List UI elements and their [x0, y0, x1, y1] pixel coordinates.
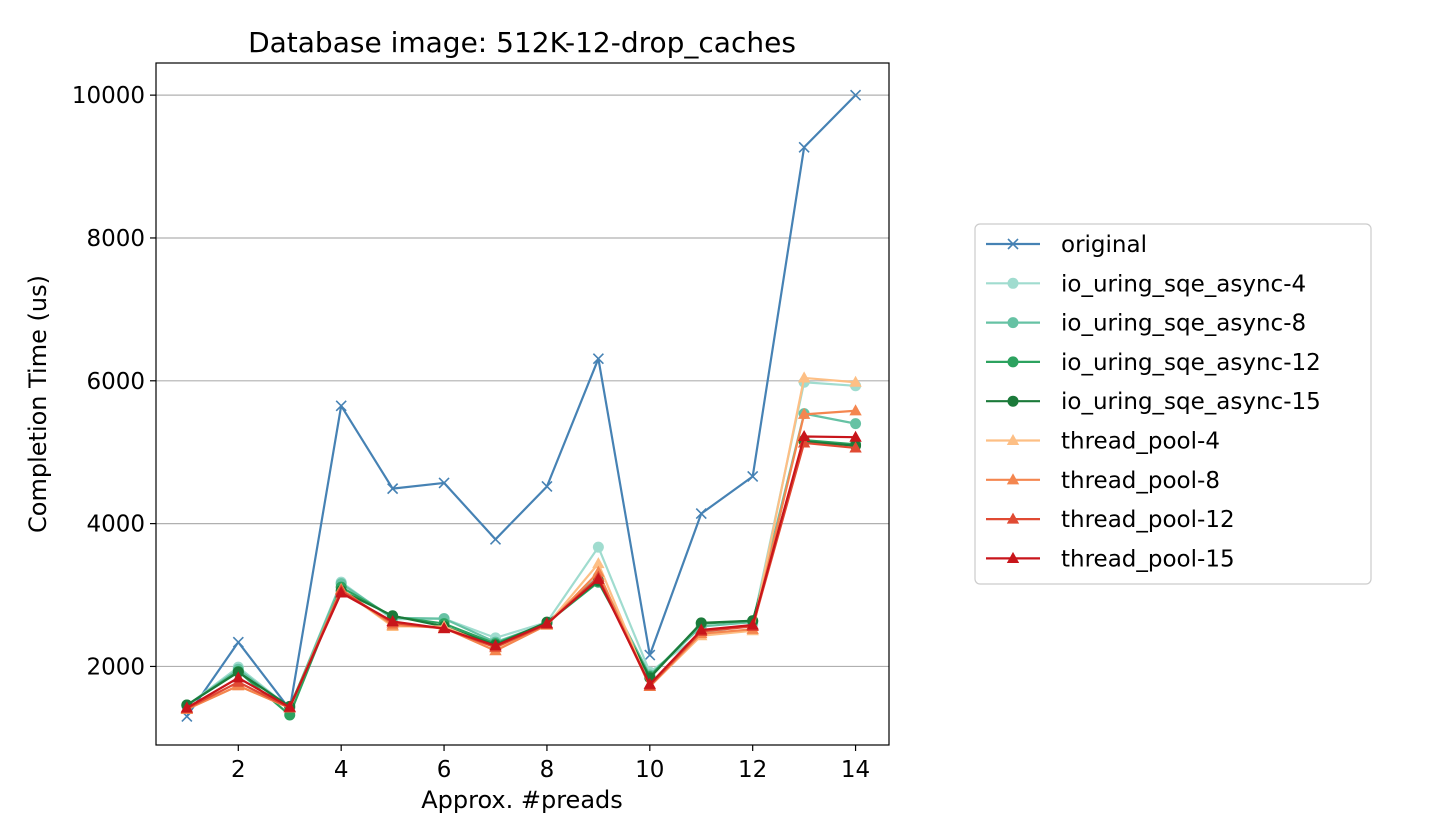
x-tick-label: 6 [437, 757, 452, 783]
data-point [746, 618, 759, 630]
legend-label: io_uring_sqe_async-15 [1061, 389, 1321, 415]
legend-label: thread_pool-4 [1061, 429, 1220, 455]
legend-entry: io_uring_sqe_async-8 [986, 311, 1306, 337]
series-io_uring_sqe_async-15 [181, 435, 862, 712]
series-thread_pool-15 [180, 429, 862, 713]
data-point [849, 375, 862, 387]
data-point [335, 586, 348, 598]
series-thread_pool-4 [180, 371, 862, 714]
series-original [181, 89, 862, 723]
data-point [644, 649, 656, 661]
x-tick-label: 8 [540, 757, 555, 783]
data-point [387, 483, 399, 495]
x-tick-label: 10 [635, 757, 664, 783]
legend: original io_uring_sqe_async-4 io_uring_sqe… [974, 223, 1372, 585]
data-point [643, 677, 656, 689]
data-point [798, 141, 810, 153]
data-point [540, 617, 554, 629]
x-tick-label: 12 [738, 757, 767, 783]
data-point [797, 429, 811, 442]
x-tick-label: 4 [334, 757, 349, 783]
legend-marker [1007, 277, 1019, 289]
series-layer [180, 89, 862, 723]
y-tick-label: 4000 [86, 512, 145, 538]
legend-label: io_uring_sqe_async-8 [1061, 311, 1306, 337]
series-io_uring_sqe_async-12 [181, 434, 862, 721]
data-point [592, 353, 604, 365]
data-point [849, 404, 862, 416]
y-tick-label: 8000 [86, 226, 145, 252]
data-point [797, 407, 811, 419]
y-axis-label: Completion Time (us) [24, 275, 52, 533]
data-point [335, 400, 347, 412]
x-tick-label: 2 [231, 757, 246, 783]
series-io_uring_sqe_async-8 [181, 408, 862, 714]
data-point [850, 418, 862, 430]
legend-label: original [1061, 232, 1147, 258]
legend-marker [1007, 317, 1019, 329]
data-point [849, 89, 862, 101]
data-point [695, 623, 708, 635]
data-point [695, 617, 707, 629]
series-line [186, 441, 856, 710]
legend-entry: io_uring_sqe_async-12 [986, 350, 1321, 376]
legend-label: io_uring_sqe_async-12 [1061, 350, 1321, 376]
legend-label: thread_pool-8 [1061, 468, 1220, 494]
legend-entry: io_uring_sqe_async-4 [986, 271, 1306, 297]
data-point [849, 441, 862, 453]
legend-marker [1006, 473, 1020, 485]
legend-entry: thread_pool-15 [986, 546, 1235, 572]
series-line [186, 381, 856, 709]
series-io_uring_sqe_async-4 [181, 376, 862, 714]
x-axis-label: Approx. #preads [421, 786, 623, 814]
legend-marker [1006, 512, 1020, 524]
legend-label: thread_pool-12 [1061, 507, 1235, 533]
series-line [186, 376, 856, 711]
grid-lines [156, 94, 889, 668]
data-point [849, 430, 862, 442]
data-point [797, 371, 811, 383]
data-point [437, 622, 451, 634]
plot-frame [155, 62, 890, 746]
chart-title: Database image: 512K-12-drop_caches [248, 26, 796, 59]
legend-entry: thread_pool-8 [986, 468, 1220, 494]
data-point [541, 480, 553, 493]
data-point [592, 557, 605, 569]
legend-label: thread_pool-15 [1061, 546, 1235, 572]
y-tick-label: 6000 [86, 369, 145, 395]
series-thread_pool-8 [180, 404, 862, 714]
series-line [186, 438, 856, 717]
series-line [185, 94, 857, 718]
data-point [232, 671, 245, 683]
x-tick-label: 14 [841, 757, 870, 783]
legend-marker [1006, 551, 1020, 563]
data-point [747, 470, 759, 483]
legend-entry: io_uring_sqe_async-15 [986, 389, 1321, 415]
legend-marker [1007, 238, 1019, 250]
legend-entry: original [986, 232, 1147, 258]
y-tick-label: 10000 [72, 83, 145, 109]
series-thread_pool-12 [180, 436, 862, 714]
data-point [283, 700, 296, 712]
data-point [386, 614, 399, 627]
y-tick-label: 2000 [86, 654, 145, 680]
series-line [186, 435, 856, 709]
legend-entry: thread_pool-4 [986, 429, 1220, 455]
axis-ticks: 2000 4000 6000 8000 10000 2 4 6 8 10 12 14 [72, 83, 870, 783]
data-point [592, 541, 604, 553]
data-point [592, 572, 605, 584]
legend-entry: thread_pool-12 [986, 507, 1235, 533]
legend-marker [1006, 434, 1020, 446]
data-point [438, 477, 450, 489]
legend-marker [1007, 356, 1019, 368]
legend-label: io_uring_sqe_async-4 [1061, 271, 1306, 297]
data-point [232, 636, 244, 648]
legend-box [974, 223, 1372, 585]
data-point [695, 508, 707, 520]
data-point [489, 639, 502, 651]
data-point [489, 533, 502, 545]
data-point [180, 701, 194, 713]
legend-marker [1007, 395, 1019, 407]
